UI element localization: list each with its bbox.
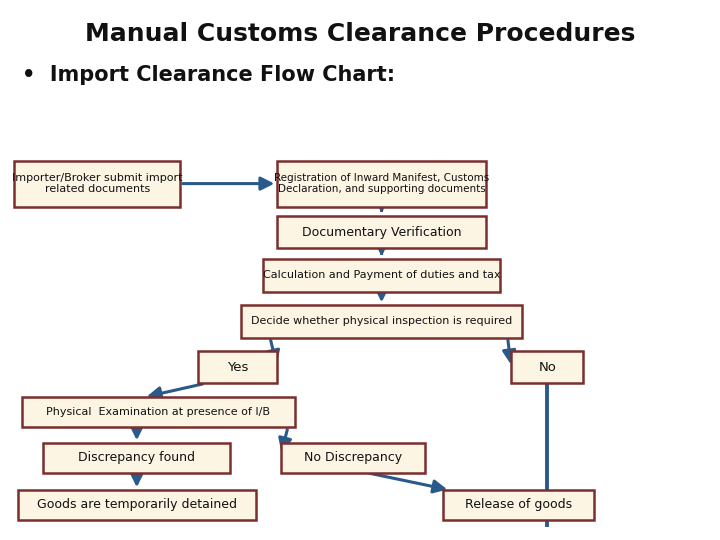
FancyBboxPatch shape xyxy=(43,443,230,473)
FancyBboxPatch shape xyxy=(281,443,425,473)
Text: Decide whether physical inspection is required: Decide whether physical inspection is re… xyxy=(251,316,512,326)
Text: Importer/Broker submit import
related documents: Importer/Broker submit import related do… xyxy=(12,173,182,194)
FancyBboxPatch shape xyxy=(277,216,486,248)
FancyBboxPatch shape xyxy=(511,351,583,383)
FancyBboxPatch shape xyxy=(18,490,256,519)
FancyBboxPatch shape xyxy=(22,397,295,427)
Text: Discrepancy found: Discrepancy found xyxy=(78,451,195,464)
Text: Manual Customs Clearance Procedures: Manual Customs Clearance Procedures xyxy=(85,22,635,45)
FancyBboxPatch shape xyxy=(241,305,522,338)
Text: Yes: Yes xyxy=(227,361,248,374)
FancyBboxPatch shape xyxy=(198,351,277,383)
Text: Documentary Verification: Documentary Verification xyxy=(302,226,462,239)
FancyBboxPatch shape xyxy=(263,259,500,292)
FancyBboxPatch shape xyxy=(443,490,594,519)
Text: •  Import Clearance Flow Chart:: • Import Clearance Flow Chart: xyxy=(22,65,395,85)
Text: Calculation and Payment of duties and tax: Calculation and Payment of duties and ta… xyxy=(263,271,500,280)
FancyBboxPatch shape xyxy=(277,160,486,206)
Text: Release of goods: Release of goods xyxy=(465,498,572,511)
FancyBboxPatch shape xyxy=(14,160,180,206)
Text: No Discrepancy: No Discrepancy xyxy=(304,451,402,464)
Text: No: No xyxy=(539,361,556,374)
Text: Goods are temporarily detained: Goods are temporarily detained xyxy=(37,498,237,511)
Text: Physical  Examination at presence of I/B: Physical Examination at presence of I/B xyxy=(46,407,271,417)
Text: Registration of Inward Manifest, Customs
Declaration, and supporting documents: Registration of Inward Manifest, Customs… xyxy=(274,173,489,194)
